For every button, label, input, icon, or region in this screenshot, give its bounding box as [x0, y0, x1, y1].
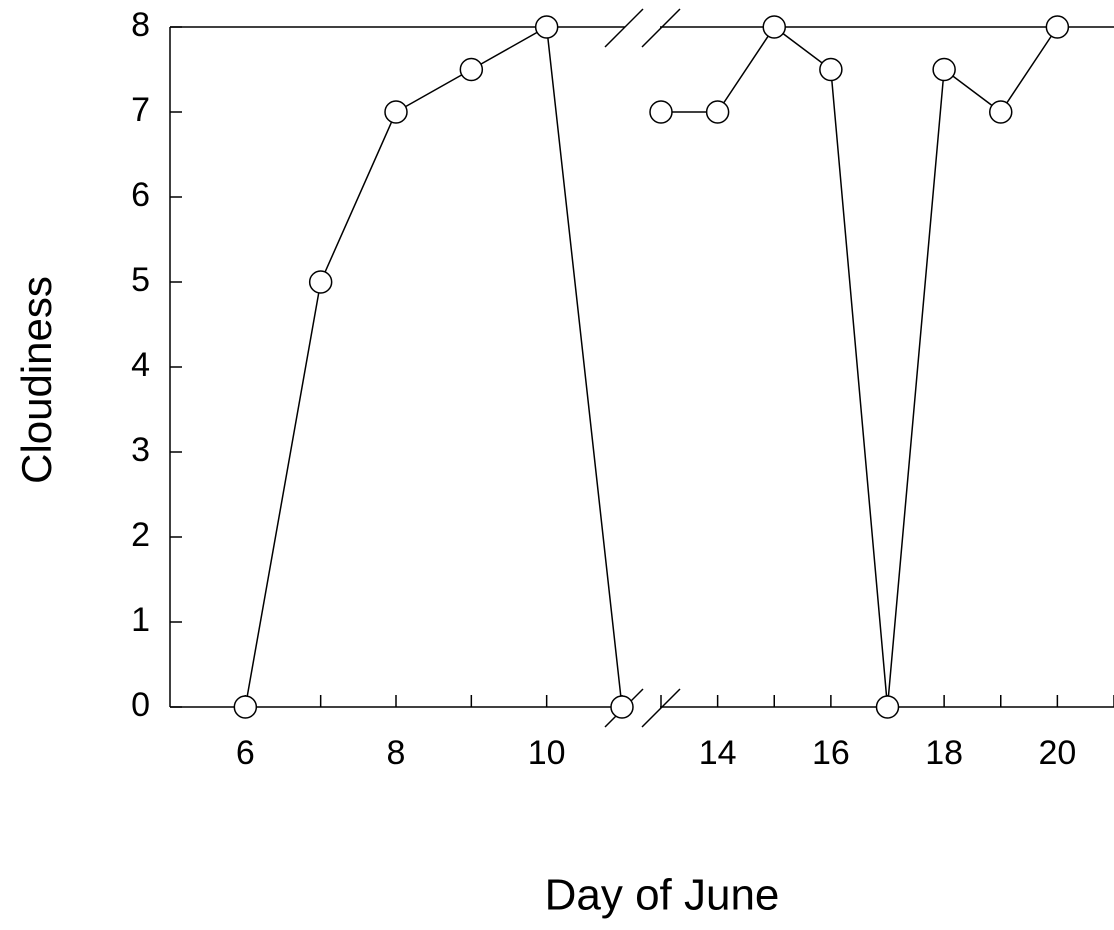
x-tick-label: 8: [387, 734, 406, 772]
x-tick-label: 20: [1038, 734, 1076, 772]
x-tick-label: 18: [925, 734, 963, 772]
y-tick-label: 6: [131, 176, 150, 214]
y-tick-label: 3: [131, 431, 150, 469]
x-axis-label: Day of June: [545, 871, 780, 920]
marker: [384, 100, 408, 124]
y-tick-label: 2: [131, 516, 150, 554]
y-tick-label: 4: [131, 346, 150, 384]
x-tick-label: 14: [699, 734, 737, 772]
marker: [610, 695, 634, 719]
marker: [308, 270, 333, 294]
marker: [649, 100, 673, 124]
marker: [875, 695, 900, 719]
marker: [819, 57, 843, 82]
y-tick-label: 0: [131, 686, 150, 724]
y-axis-label: Cloudiness: [13, 276, 60, 484]
x-tick-label: 10: [528, 734, 566, 772]
x-tick-label: 16: [812, 734, 850, 772]
y-tick-label: 1: [131, 601, 150, 639]
y-tick-label: 7: [131, 91, 150, 129]
y-tick-label: 5: [131, 261, 150, 299]
marker: [233, 695, 258, 719]
marker: [1045, 15, 1070, 39]
marker: [762, 15, 786, 39]
marker: [705, 100, 730, 124]
line: [661, 25, 1059, 708]
x-tick-label: 6: [236, 734, 255, 772]
line: [244, 25, 623, 708]
marker: [932, 57, 956, 82]
marker: [459, 57, 484, 82]
marker: [534, 15, 559, 39]
marker: [989, 100, 1013, 124]
y-tick-label: 8: [131, 6, 150, 44]
